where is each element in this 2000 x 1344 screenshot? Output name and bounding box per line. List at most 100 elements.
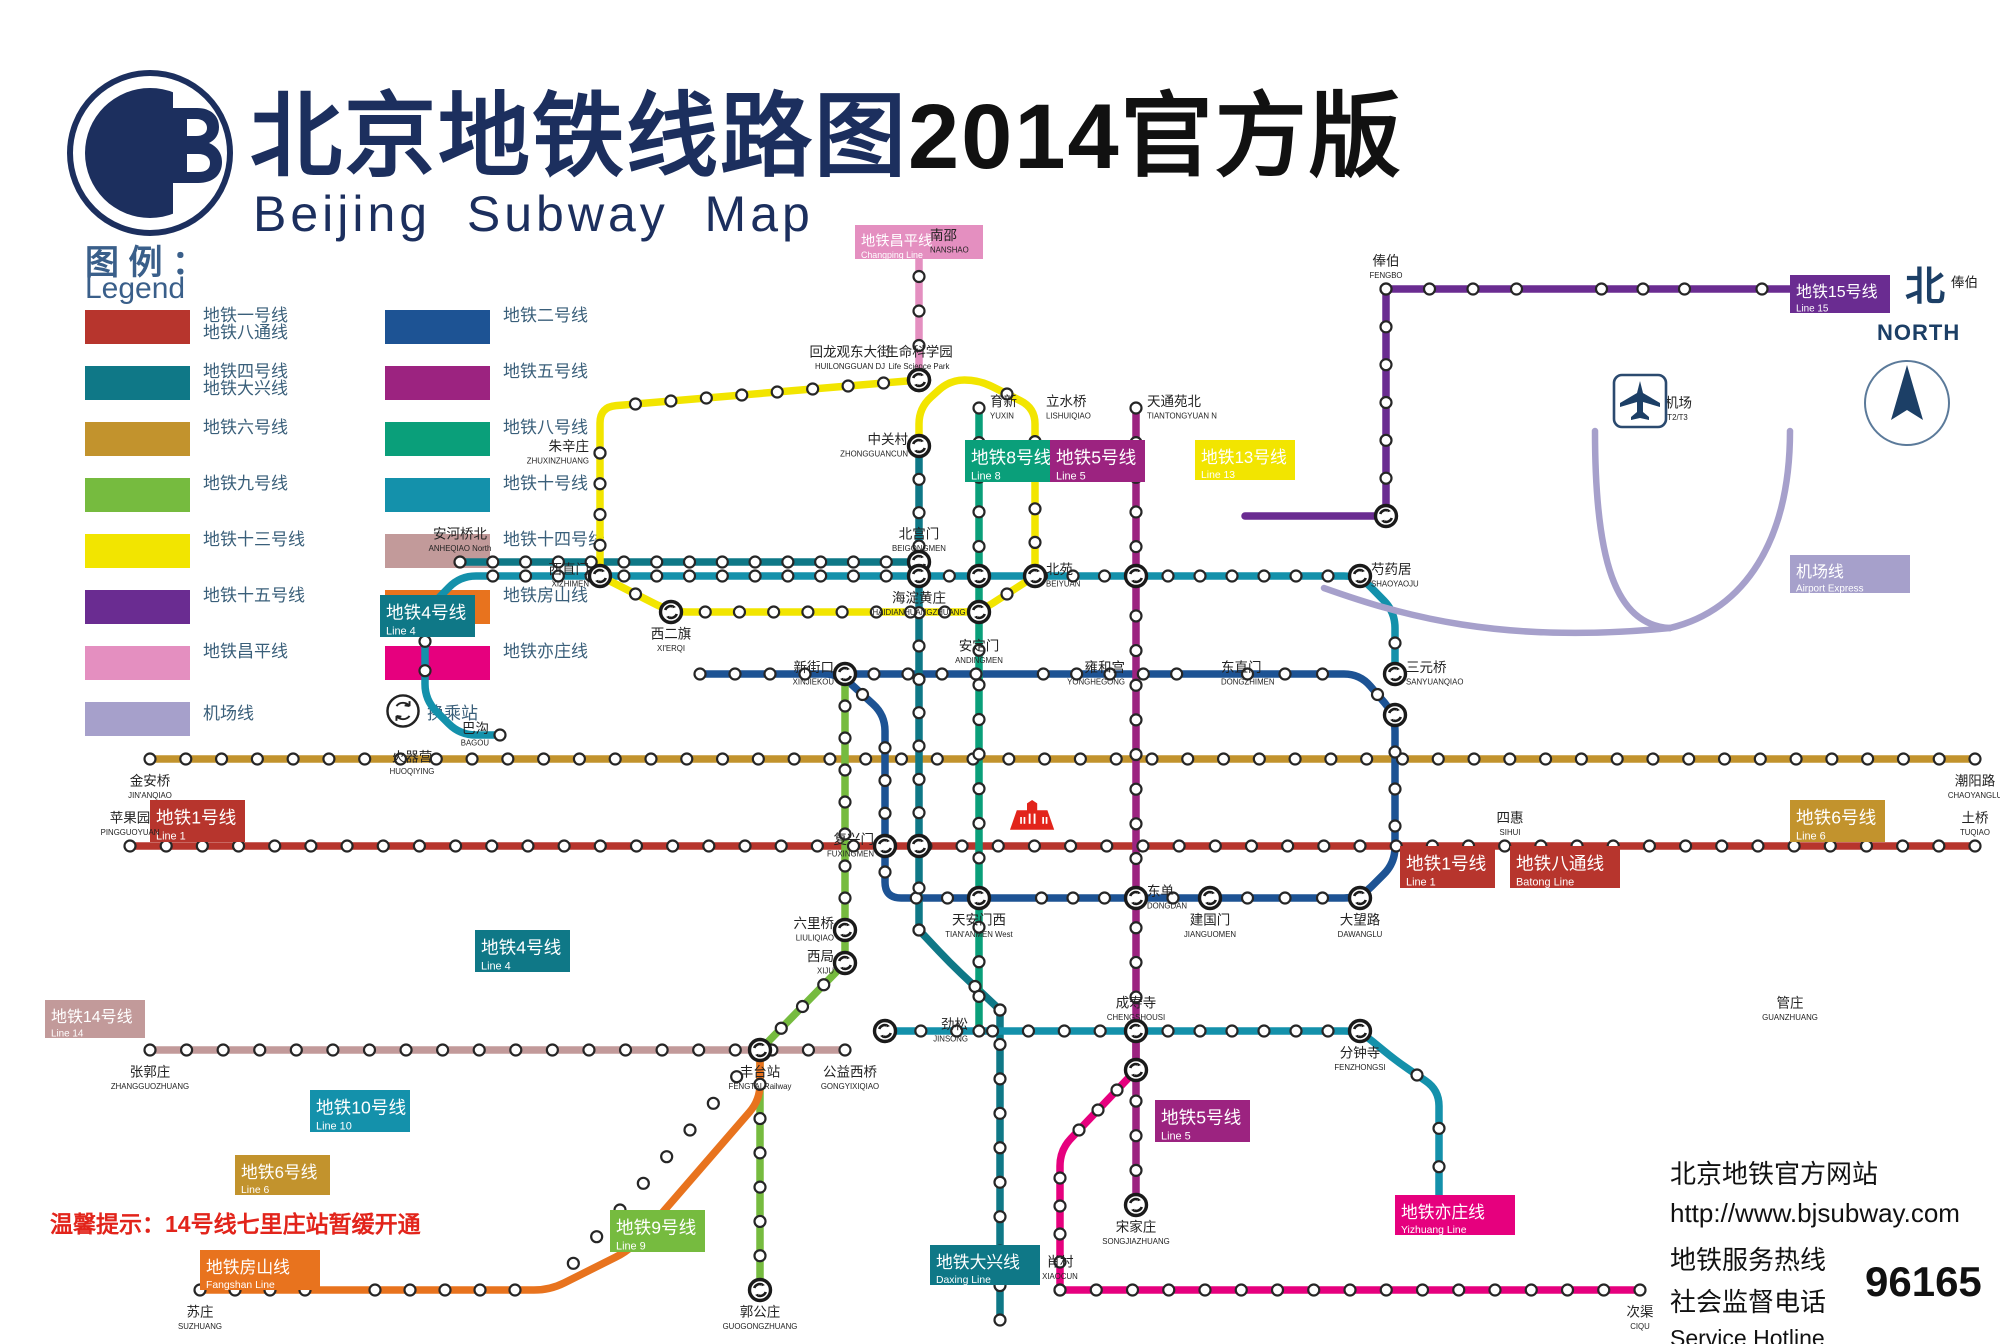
svg-text:XIZHIMEN: XIZHIMEN: [552, 579, 590, 588]
svg-text:Line 14: Line 14: [51, 1028, 84, 1039]
svg-text:Line 1: Line 1: [156, 831, 186, 843]
svg-text:北苑: 北苑: [1046, 562, 1074, 577]
svg-text:东单: 东单: [1147, 884, 1174, 899]
svg-text:地铁八通线: 地铁八通线: [1516, 854, 1604, 874]
svg-text:北: 北: [1905, 265, 1945, 309]
svg-text:NANSHAO: NANSHAO: [930, 245, 969, 254]
svg-text:Line 8: Line 8: [971, 471, 1001, 483]
svg-text:XINJIEKOU: XINJIEKOU: [793, 677, 835, 686]
svg-text:巴沟: 巴沟: [462, 721, 489, 736]
svg-text:YONGHEGONG: YONGHEGONG: [1067, 677, 1125, 686]
svg-text:苹果园: 苹果园: [110, 811, 151, 826]
svg-text:生命科学园: 生命科学园: [885, 344, 953, 360]
svg-text:Daxing Line: Daxing Line: [936, 1275, 991, 1286]
svg-text:DAWANGLU: DAWANGLU: [1338, 930, 1383, 939]
svg-text:Life Science Park: Life Science Park: [889, 362, 950, 371]
svg-text:YUXIN: YUXIN: [990, 411, 1014, 420]
svg-text:TIAN'ANMEN West: TIAN'ANMEN West: [945, 930, 1013, 939]
svg-text:地铁大兴线: 地铁大兴线: [936, 1253, 1020, 1272]
svg-text:DONGZHIMEN: DONGZHIMEN: [1221, 677, 1275, 686]
svg-text:SANYUANQIAO: SANYUANQIAO: [1406, 677, 1463, 686]
svg-text:地铁5号线: 地铁5号线: [1161, 1108, 1241, 1128]
svg-text:地铁1号线: 地铁1号线: [156, 808, 236, 828]
svg-text:TUQIAO: TUQIAO: [1960, 828, 1990, 837]
svg-text:PINGGUOYUAN: PINGGUOYUAN: [101, 828, 160, 837]
svg-text:六里桥: 六里桥: [794, 916, 835, 931]
svg-text:SIHUI: SIHUI: [1500, 828, 1521, 837]
svg-text:Line 4: Line 4: [481, 961, 511, 973]
svg-text:Line 10: Line 10: [316, 1121, 352, 1133]
svg-text:四惠: 四惠: [1497, 811, 1524, 826]
svg-text:郭公庄: 郭公庄: [740, 1303, 781, 1319]
svg-text:SUZHUANG: SUZHUANG: [178, 1322, 222, 1331]
svg-text:地铁4号线: 地铁4号线: [481, 938, 561, 958]
svg-text:Line 1: Line 1: [1406, 877, 1436, 889]
svg-text:建国门: 建国门: [1190, 912, 1231, 927]
svg-text:地铁13号线: 地铁13号线: [1201, 448, 1287, 467]
svg-text:FENGBO: FENGBO: [1369, 271, 1402, 280]
svg-text:BEIYUAN: BEIYUAN: [1046, 579, 1081, 588]
svg-text:西直门: 西直门: [549, 562, 590, 577]
svg-text:ZHONGGUANCUN: ZHONGGUANCUN: [840, 449, 908, 458]
svg-text:CIQU: CIQU: [1630, 1322, 1650, 1331]
svg-text:天安门西: 天安门西: [952, 912, 1006, 927]
svg-text:丰台站: 丰台站: [740, 1064, 781, 1079]
svg-text:CHENGSHOUSI: CHENGSHOUSI: [1107, 1013, 1165, 1022]
svg-text:FENGTAI Railway: FENGTAI Railway: [729, 1082, 792, 1091]
svg-text:Line 6: Line 6: [1796, 831, 1826, 843]
svg-text:TIANTONGYUAN N: TIANTONGYUAN N: [1147, 411, 1217, 420]
svg-text:LIULIQIAO: LIULIQIAO: [796, 933, 834, 942]
svg-text:南邵: 南邵: [930, 228, 957, 243]
svg-text:三元桥: 三元桥: [1406, 660, 1447, 675]
svg-text:大望路: 大望路: [1340, 912, 1381, 927]
svg-text:Line 4: Line 4: [386, 626, 416, 638]
svg-text:ANHEQIAO North: ANHEQIAO North: [429, 544, 492, 553]
svg-text:SONGJIAZHUANG: SONGJIAZHUANG: [1102, 1237, 1169, 1246]
svg-text:XI'ERQI: XI'ERQI: [657, 644, 685, 653]
svg-text:XIJU: XIJU: [817, 966, 834, 975]
svg-text:Line 6: Line 6: [241, 1185, 270, 1196]
svg-text:地铁8号线: 地铁8号线: [971, 448, 1051, 468]
svg-text:ZHUXINZHUANG: ZHUXINZHUANG: [527, 456, 589, 465]
svg-text:宋家庄: 宋家庄: [1116, 1218, 1157, 1234]
svg-text:机场线: 机场线: [1796, 563, 1844, 581]
svg-text:FENZHONGSI: FENZHONGSI: [1334, 1063, 1385, 1072]
svg-text:NORTH: NORTH: [1877, 320, 1960, 345]
svg-text:GUOGONGZHUANG: GUOGONGZHUANG: [723, 1322, 798, 1331]
svg-text:Line 13: Line 13: [1201, 470, 1235, 481]
svg-text:ZHANGGUOZHUANG: ZHANGGUOZHUANG: [111, 1082, 189, 1091]
svg-text:Line 5: Line 5: [1161, 1131, 1191, 1143]
svg-text:朱辛庄: 朱辛庄: [549, 438, 590, 454]
svg-text:Line 15: Line 15: [1796, 303, 1829, 314]
svg-text:HUOQIYING: HUOQIYING: [390, 767, 435, 776]
svg-text:安定门: 安定门: [959, 639, 1000, 654]
svg-text:安河桥北: 安河桥北: [433, 527, 487, 542]
svg-text:地铁6号线: 地铁6号线: [1796, 808, 1876, 828]
svg-text:西局: 西局: [807, 949, 834, 964]
svg-text:SHAOYAOJU: SHAOYAOJU: [1371, 579, 1419, 588]
svg-text:JINSONG: JINSONG: [933, 1034, 968, 1043]
svg-text:公益西桥: 公益西桥: [823, 1064, 877, 1079]
svg-text:Fangshan Line: Fangshan Line: [206, 1280, 275, 1291]
svg-text:CHAOYANGLU: CHAOYANGLU: [1948, 791, 2000, 800]
svg-text:次渠: 次渠: [1627, 1304, 1655, 1319]
svg-text:潮阳路: 潮阳路: [1955, 773, 1996, 788]
svg-text:地铁1号线: 地铁1号线: [1406, 854, 1486, 874]
svg-text:肖村: 肖村: [1047, 1255, 1075, 1270]
svg-text:东直门: 东直门: [1221, 660, 1262, 675]
svg-text:张郭庄: 张郭庄: [130, 1063, 171, 1079]
svg-text:DONGDAN: DONGDAN: [1147, 901, 1187, 910]
svg-text:金安桥: 金安桥: [130, 773, 171, 788]
svg-text:ANDINGMEN: ANDINGMEN: [955, 656, 1003, 665]
svg-text:管庄: 管庄: [1777, 995, 1804, 1011]
svg-text:雍和宫: 雍和宫: [1085, 660, 1126, 675]
svg-text:FUXINGMEN: FUXINGMEN: [827, 849, 874, 858]
svg-text:俸伯: 俸伯: [1951, 275, 1978, 290]
svg-text:BAGOU: BAGOU: [461, 738, 490, 747]
svg-text:Batong Line: Batong Line: [1516, 877, 1574, 889]
svg-text:Changping Line: Changping Line: [861, 250, 923, 260]
svg-text:地铁14号线: 地铁14号线: [51, 1008, 133, 1026]
svg-text:JIN'ANQIAO: JIN'ANQIAO: [128, 791, 172, 800]
svg-text:复兴门: 复兴门: [834, 831, 875, 847]
svg-text:Airport Express: Airport Express: [1796, 583, 1864, 594]
